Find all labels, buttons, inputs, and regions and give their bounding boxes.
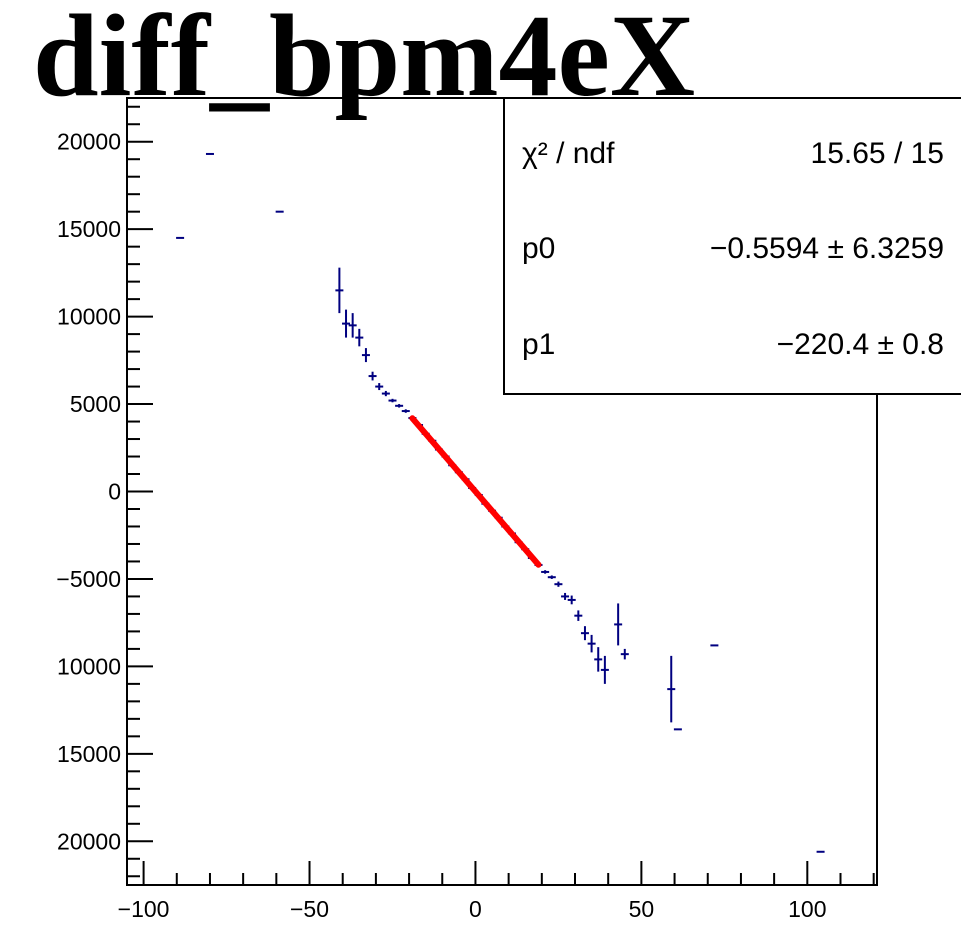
- y-tick-label: 10000: [57, 653, 121, 679]
- y-tick-label: 5000: [70, 391, 121, 417]
- data-point: [342, 309, 351, 338]
- data-point: [541, 570, 550, 574]
- x-tick-label: −100: [118, 896, 170, 922]
- fit-stats-box: χ² / ndf 15.65 / 15 p0 −0.5594 ± 6.3259 …: [503, 97, 961, 395]
- data-point: [620, 648, 629, 660]
- data-point: [401, 409, 410, 413]
- data-point: [381, 390, 390, 397]
- data-point: [388, 398, 397, 403]
- data-point: [561, 592, 570, 600]
- y-tick-label: 20000: [57, 828, 121, 854]
- y-tick-label: 15000: [57, 741, 121, 767]
- y-tick-label: 15000: [57, 216, 121, 242]
- fit-line: [409, 415, 542, 568]
- stats-p1-label: p1: [522, 328, 555, 361]
- stats-p0-value: −0.5594 ± 6.3259: [710, 232, 944, 265]
- data-point: [614, 603, 623, 646]
- stats-box-border: [503, 97, 961, 395]
- stats-chi2-value: 15.65 / 15: [811, 137, 944, 170]
- y-tick-label: 20000: [57, 129, 121, 155]
- x-tick-label: 0: [469, 896, 482, 922]
- data-point: [375, 383, 384, 391]
- data-point: [355, 328, 364, 347]
- x-tick-label: −50: [290, 896, 329, 922]
- data-point: [567, 595, 576, 605]
- stats-p1-value: −220.4 ± 0.8: [777, 328, 944, 361]
- data-point: [594, 647, 603, 672]
- data-point: [574, 610, 583, 621]
- y-tick-label: 10000: [57, 304, 121, 330]
- data-point: [547, 575, 556, 579]
- y-tick-label: 0: [108, 479, 121, 505]
- data-point: [587, 634, 596, 653]
- data-point: [335, 267, 344, 314]
- data-point: [554, 581, 563, 587]
- data-point: [580, 626, 589, 641]
- data-point: [395, 404, 404, 408]
- data-point: [667, 655, 676, 723]
- x-tick-label: 50: [629, 896, 655, 922]
- y-tick-label: −5000: [56, 566, 121, 592]
- stats-p0-label: p0: [522, 232, 555, 265]
- axes-layer: −100 −50 0 50 100 20000 15000 10000 5000 0 −5000 10…: [56, 105, 875, 922]
- stats-chi2-label: χ² / ndf: [522, 137, 615, 170]
- data-point: [600, 655, 609, 684]
- fit-line-layer: [409, 415, 542, 568]
- data-point: [368, 371, 377, 381]
- data-point: [361, 348, 370, 363]
- data-point: [348, 313, 357, 338]
- x-tick-label: 100: [788, 896, 826, 922]
